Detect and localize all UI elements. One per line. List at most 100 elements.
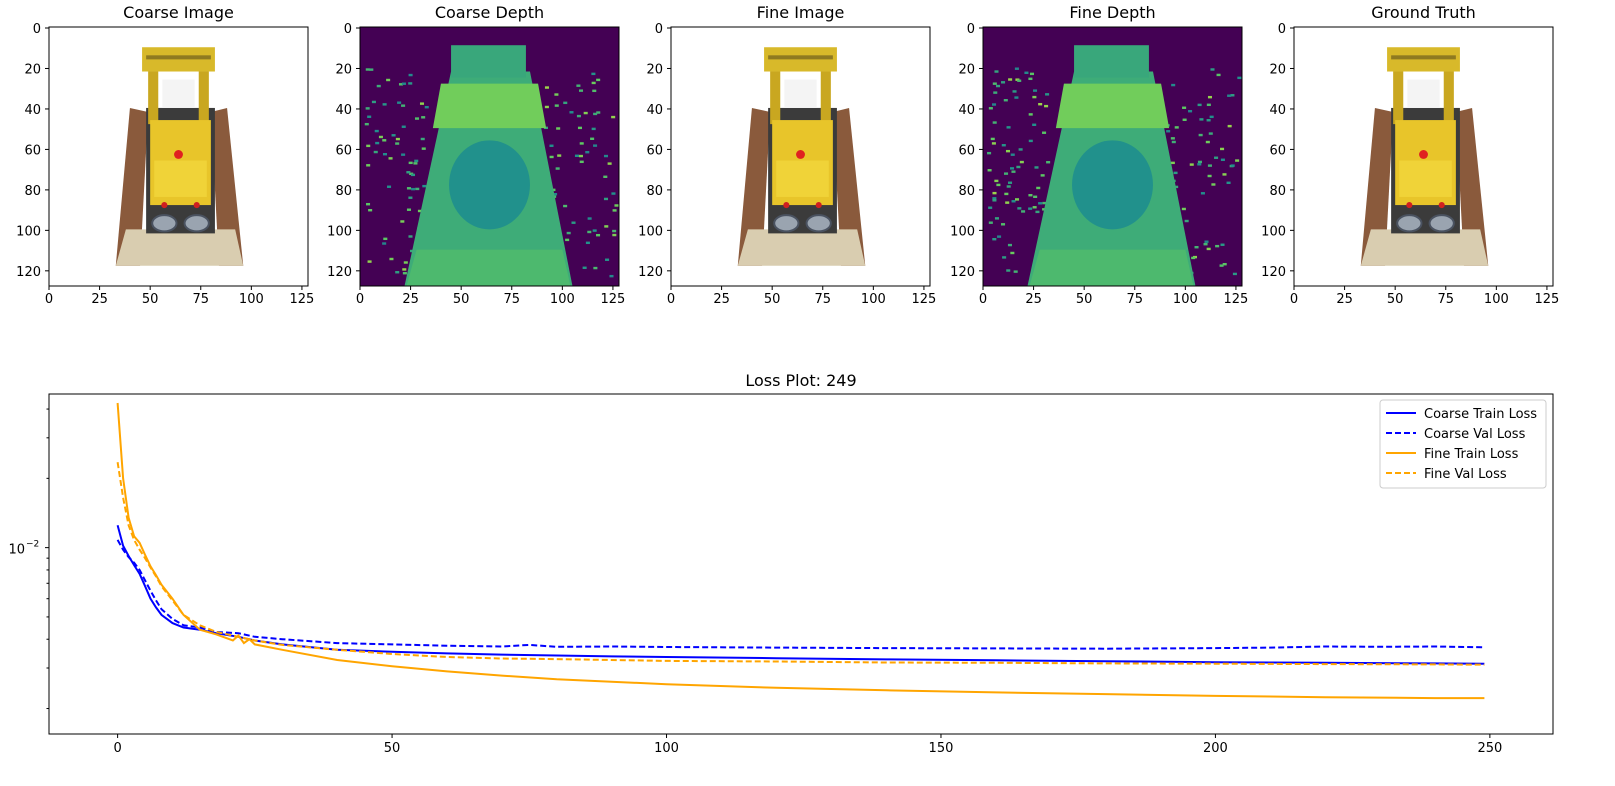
depth-speckle bbox=[421, 116, 426, 119]
depth-speckle bbox=[420, 137, 425, 141]
depth-speckle bbox=[367, 115, 372, 118]
depth-speckle bbox=[603, 154, 609, 158]
base-plate bbox=[1360, 229, 1489, 266]
x-tick-label: 50 bbox=[764, 292, 781, 307]
depth-speckle bbox=[1227, 94, 1232, 97]
depth-speckle bbox=[1017, 79, 1022, 82]
y-tick-label: 20 bbox=[335, 62, 352, 77]
depth-speckle bbox=[1016, 165, 1021, 169]
depth-speckle bbox=[591, 72, 596, 76]
depth-speckle bbox=[401, 104, 406, 107]
depth-speckle bbox=[1207, 164, 1212, 167]
y-tick-label: 60 bbox=[24, 143, 41, 158]
depth-speckle bbox=[592, 89, 597, 93]
y-tick-label: 100 bbox=[638, 224, 663, 239]
depth-speckle bbox=[555, 167, 560, 170]
depth-speckle bbox=[544, 86, 549, 89]
depth-speckle bbox=[544, 105, 549, 109]
depth-speckle bbox=[371, 100, 376, 104]
depth-speckle bbox=[1034, 166, 1039, 169]
depth-speckle bbox=[607, 162, 612, 165]
depth-speckle bbox=[1226, 181, 1231, 185]
depth-speckle bbox=[401, 82, 406, 85]
depth-speckle bbox=[415, 187, 420, 191]
depth-speckle bbox=[596, 111, 601, 114]
depth-speckle bbox=[1220, 147, 1225, 151]
depth-speckle bbox=[992, 121, 997, 124]
depth-speckle bbox=[1002, 256, 1007, 259]
depth-speckle bbox=[591, 81, 596, 85]
depth-speckle bbox=[406, 208, 411, 211]
legend-label: Fine Train Loss bbox=[1424, 447, 1519, 462]
depth-speckle bbox=[611, 115, 616, 119]
depth-speckle bbox=[593, 144, 598, 147]
depth-speckle bbox=[593, 112, 598, 116]
panel-image bbox=[115, 47, 244, 266]
depth-speckle bbox=[554, 104, 559, 107]
depth-speckle bbox=[1227, 124, 1232, 128]
depth-speckle bbox=[603, 175, 608, 178]
depth-speckle bbox=[569, 111, 574, 114]
depth-speckle bbox=[576, 84, 581, 87]
depth-speckle bbox=[400, 220, 405, 223]
depth-speckle bbox=[1171, 140, 1176, 144]
depth-speckle bbox=[565, 238, 570, 242]
depth-speckle bbox=[366, 164, 371, 167]
right-arm bbox=[198, 71, 209, 125]
depth-speckle bbox=[551, 188, 556, 192]
depth-speckle bbox=[1197, 160, 1202, 164]
depth-speckle bbox=[1197, 103, 1202, 107]
right-arm bbox=[820, 71, 831, 125]
depth-speckle bbox=[1032, 95, 1037, 99]
y-tick-label: 20 bbox=[1269, 62, 1286, 77]
depth-speckle bbox=[1045, 93, 1050, 96]
depth-speckle bbox=[386, 78, 391, 82]
y-tick-label: 20 bbox=[24, 62, 41, 77]
depth-speckle bbox=[1006, 126, 1011, 129]
depth-speckle bbox=[1203, 242, 1208, 246]
depth-speckle bbox=[1206, 103, 1211, 107]
depth-speckle bbox=[557, 154, 562, 157]
depth-speckle bbox=[579, 142, 584, 145]
body-top bbox=[776, 160, 829, 197]
depth-speckle bbox=[612, 209, 617, 212]
depth-speckle bbox=[1033, 195, 1038, 199]
x-tick-label: 125 bbox=[1535, 292, 1560, 307]
depth-speckle bbox=[592, 229, 597, 232]
depth-speckle bbox=[1211, 183, 1216, 186]
depth-speckle bbox=[549, 144, 554, 147]
depth-speckle bbox=[1046, 161, 1051, 164]
y-tick-label: 100 bbox=[16, 224, 41, 239]
depth-speckle bbox=[612, 233, 617, 237]
y-tick-label: 60 bbox=[1269, 143, 1286, 158]
depth-speckle bbox=[1038, 202, 1043, 205]
panel-frame bbox=[1293, 26, 1554, 287]
depth-speckle bbox=[1206, 247, 1211, 251]
loss-plot-title: Loss Plot: 249 bbox=[745, 371, 856, 390]
depth-speckle bbox=[1235, 159, 1240, 162]
x-tick-label: 125 bbox=[290, 292, 315, 307]
left-tread bbox=[1360, 107, 1394, 266]
depth-speckle bbox=[1011, 200, 1016, 203]
depth-speckle bbox=[1012, 90, 1017, 93]
y-tick-label: 40 bbox=[958, 103, 975, 118]
depth-speckle bbox=[994, 70, 999, 73]
rear-light-left bbox=[783, 202, 790, 209]
image-panels: Coarse Image 0 25 50 75 100 125 0 20 40 60 80 100 120… bbox=[16, 3, 1559, 307]
depth-speckle bbox=[578, 154, 583, 158]
depth-speckle bbox=[1166, 130, 1171, 133]
y-tick-label: 40 bbox=[24, 103, 41, 118]
depth-speckle bbox=[1010, 153, 1015, 156]
depth-speckle bbox=[366, 144, 371, 148]
depth-speckle bbox=[365, 107, 370, 110]
x-tick-label: 100 bbox=[239, 292, 264, 307]
y-tick-label: 40 bbox=[335, 103, 352, 118]
depth-base bbox=[1029, 249, 1194, 286]
depth-speckle bbox=[1198, 133, 1203, 137]
wheel-left bbox=[773, 214, 800, 233]
rear-light-left bbox=[161, 202, 168, 209]
depth-speckle bbox=[1207, 95, 1213, 99]
depth-speckle bbox=[988, 107, 993, 110]
depth-speckle bbox=[1173, 171, 1178, 175]
